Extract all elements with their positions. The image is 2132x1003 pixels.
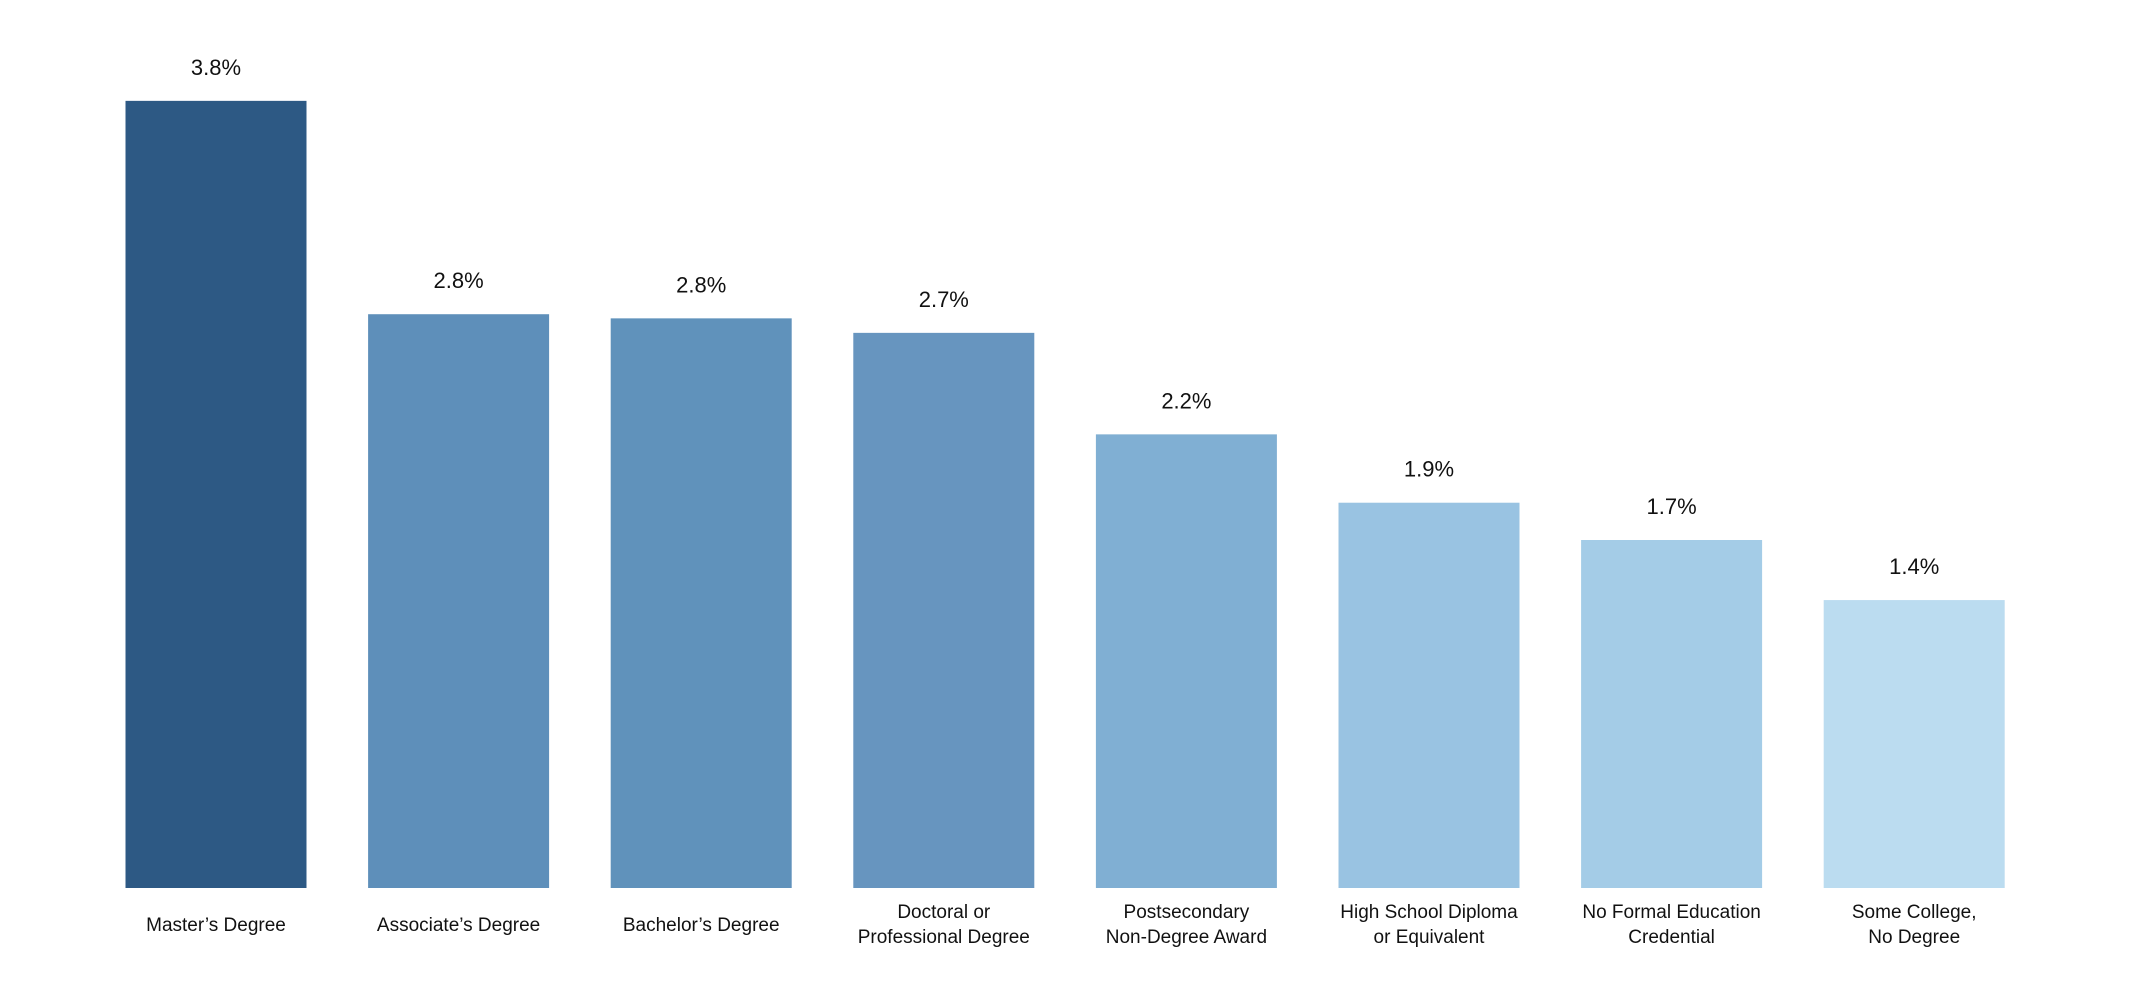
x-tick-label: Associate’s Degree [377, 915, 540, 936]
x-tick-label: Master’s Degree [146, 915, 286, 936]
x-tick-label: No Formal Education Credential [1582, 902, 1760, 948]
value-label: 2.8% [676, 272, 726, 297]
bar [1338, 502, 1520, 888]
value-label: 1.9% [1404, 457, 1454, 482]
bar [610, 318, 792, 888]
value-label: 2.2% [1161, 388, 1211, 413]
bar [1095, 434, 1277, 888]
bar [1581, 540, 1763, 888]
bar [853, 332, 1035, 888]
value-label: 3.8% [191, 55, 241, 80]
bar [1823, 600, 2005, 888]
x-tick-label: Postsecondary Non-Degree Award [1106, 902, 1267, 948]
x-tick-label: Some College, No Degree [1852, 902, 1977, 948]
value-label: 2.8% [434, 268, 484, 293]
value-label: 1.4% [1889, 554, 1939, 579]
bar [125, 100, 307, 889]
x-tick-label: Doctoral or Professional Degree [858, 902, 1030, 948]
value-label: 2.7% [919, 287, 969, 312]
x-tick-label: Bachelor’s Degree [623, 915, 780, 936]
bar [368, 314, 550, 888]
x-tick-label: High School Diploma or Equivalent [1340, 902, 1518, 948]
value-label: 1.7% [1647, 494, 1697, 519]
